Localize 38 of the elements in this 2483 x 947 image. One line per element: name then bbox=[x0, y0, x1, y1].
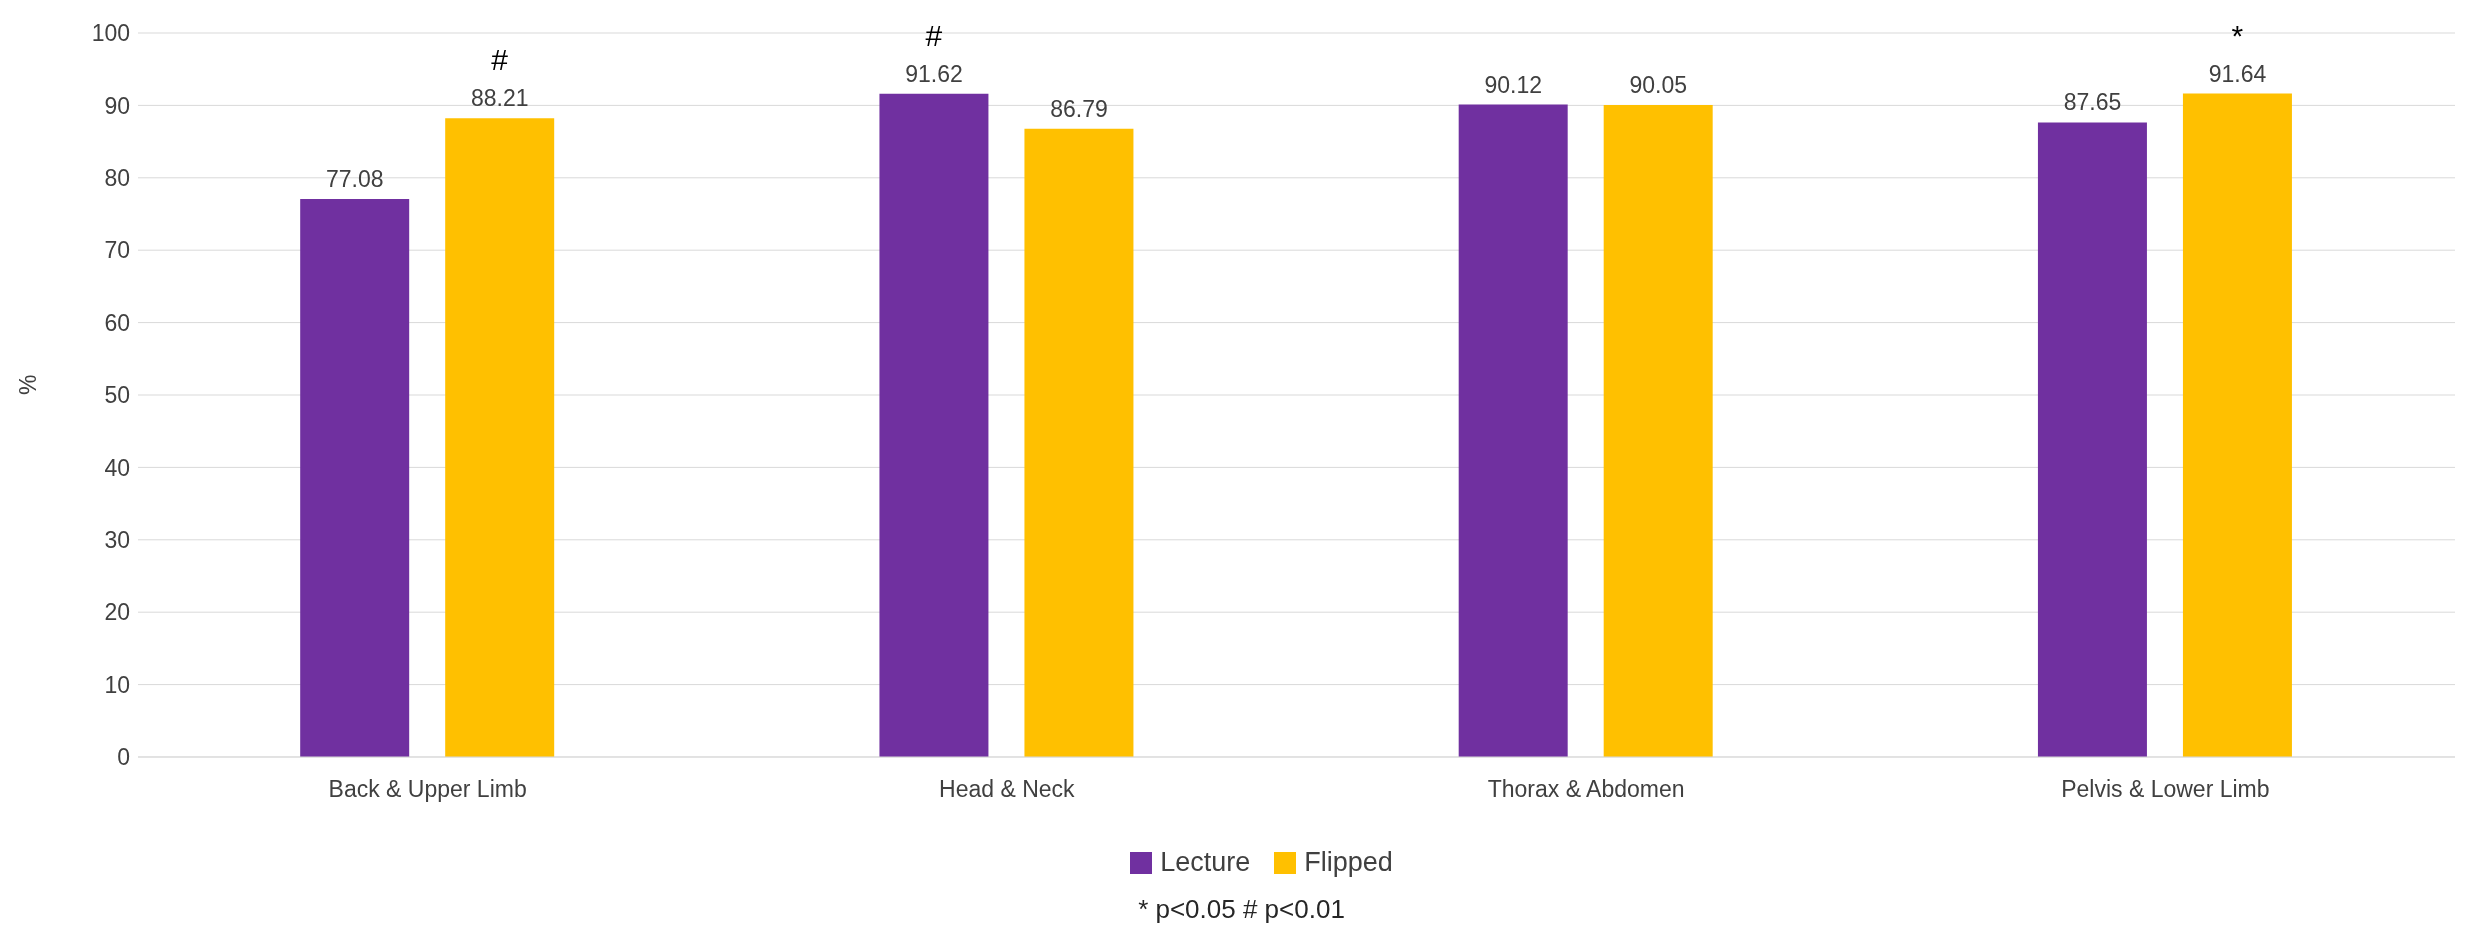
bar bbox=[1603, 105, 1713, 757]
bar bbox=[2182, 93, 2292, 757]
y-tick-label: 100 bbox=[91, 20, 130, 47]
data-label: 86.79 bbox=[1050, 95, 1108, 122]
y-tick-label: 50 bbox=[104, 382, 130, 409]
y-tick-label: 10 bbox=[104, 671, 130, 698]
bar bbox=[2037, 122, 2147, 757]
y-tick-label: 60 bbox=[104, 309, 130, 336]
annotation: * bbox=[2231, 18, 2244, 52]
x-tick-label: Thorax & Abdomen bbox=[1487, 776, 1685, 803]
y-tick-label: 20 bbox=[104, 599, 130, 626]
text: * p<0.05 # p<0.01 bbox=[1137, 894, 1346, 925]
y-tick-label: 90 bbox=[104, 92, 130, 119]
y-tick-label: 80 bbox=[104, 164, 130, 191]
bar bbox=[445, 118, 555, 757]
y-tick-label: 30 bbox=[104, 526, 130, 553]
data-label: 87.65 bbox=[2063, 89, 2122, 116]
bar bbox=[300, 198, 410, 757]
data-label: 77.08 bbox=[325, 165, 384, 192]
y-tick-label: 70 bbox=[104, 237, 130, 264]
bar bbox=[1458, 104, 1568, 757]
x-tick-label: Back & Upper Limb bbox=[328, 776, 527, 803]
y-axis-title: % bbox=[15, 374, 42, 395]
legend-label: Lecture bbox=[1160, 847, 1251, 878]
data-label: 91.64 bbox=[2208, 60, 2267, 87]
annotation: # bbox=[925, 18, 943, 52]
data-label: 88.21 bbox=[470, 85, 529, 112]
y-tick-label: 40 bbox=[104, 454, 130, 481]
data-label: 91.62 bbox=[905, 60, 963, 87]
legend-label: Flipped bbox=[1304, 847, 1393, 878]
data-label: 90.05 bbox=[1629, 72, 1687, 99]
data-label: 90.12 bbox=[1484, 71, 1542, 98]
x-tick-label: Pelvis & Lower Limb bbox=[2061, 776, 2270, 803]
bar bbox=[1024, 128, 1134, 757]
y-tick-label: 0 bbox=[117, 744, 130, 771]
x-tick-label: Head & Neck bbox=[939, 776, 1076, 803]
bar bbox=[879, 93, 989, 757]
annotation: # bbox=[491, 43, 509, 77]
